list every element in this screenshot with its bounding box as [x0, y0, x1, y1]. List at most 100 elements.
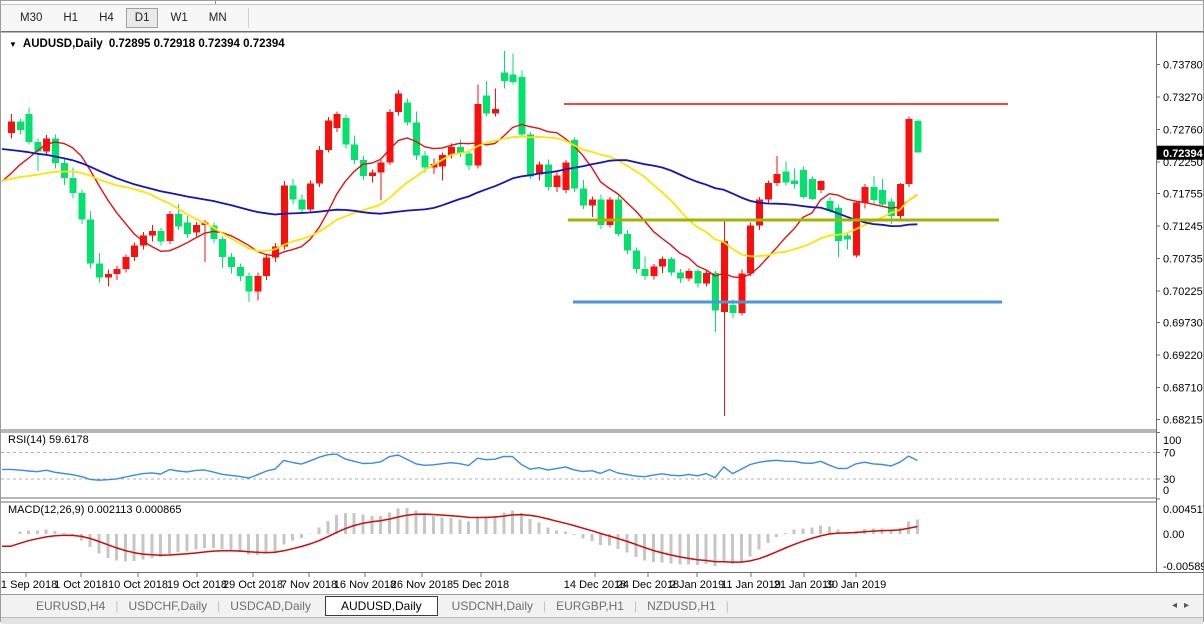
candle-up	[685, 270, 693, 279]
tab-scroll-left-icon[interactable]: ◂	[1171, 600, 1184, 611]
candle-up	[307, 183, 315, 210]
tab-eurgbp-h1[interactable]: EURGBP,H1	[556, 599, 624, 613]
rsi-level-label: 30	[1163, 474, 1175, 486]
tab-separator: |	[543, 599, 547, 613]
candle-down	[791, 180, 799, 185]
ma-line-10	[1, 123, 918, 279]
candle-up	[474, 103, 482, 166]
macd-axis-label: 0.00	[1163, 529, 1184, 541]
price-tick-label: 0.71245	[1163, 221, 1203, 233]
candle-down	[219, 239, 227, 257]
candle-down	[544, 164, 552, 187]
candle-down	[412, 122, 420, 156]
candle-up	[166, 214, 174, 242]
candle-up	[861, 186, 869, 203]
chart-title-symbol: AUDUSD,Daily	[22, 38, 103, 50]
price-tick-label: 0.72250	[1163, 157, 1203, 169]
candle-up	[720, 241, 728, 312]
candle-down	[597, 199, 605, 226]
tab-eurusd-h4[interactable]: EURUSD,H4	[36, 599, 106, 613]
price-axis[interactable]	[1157, 32, 1204, 573]
date-tick-label: 16 Nov 2018	[334, 579, 396, 591]
candle-down	[800, 170, 807, 197]
symbol-dropdown-icon[interactable]: ▼	[9, 39, 17, 49]
candle-down	[465, 153, 473, 166]
price-tick-label: 0.71755	[1163, 188, 1203, 200]
rsi-level-label: 70	[1163, 448, 1175, 460]
timeframe-button-h4[interactable]: H4	[99, 12, 114, 24]
chart-title[interactable]: ▼ AUDUSD,Daily 0.72895 0.72918 0.72394 0…	[9, 38, 285, 50]
timeframe-button-m30[interactable]: M30	[20, 12, 43, 24]
timeframe-button-d1[interactable]: D1	[125, 8, 159, 28]
chart-tab-bar: EURUSD,H4 | USDCHF,Daily | USDCAD,Daily …	[1, 594, 1203, 617]
date-tick-label: 21 Jan 2019	[774, 579, 835, 591]
tab-audusd-daily[interactable]: AUDUSD,Daily	[324, 596, 438, 616]
toolbar-separator	[247, 8, 249, 28]
chart-title-ohlc: 0.72895 0.72918 0.72394 0.72394	[108, 38, 285, 50]
candle-down	[641, 269, 649, 277]
price-tick-label: 0.70735	[1163, 254, 1203, 266]
candle-up	[650, 266, 658, 277]
candle-down	[879, 189, 887, 205]
candle-down	[298, 199, 306, 210]
candle-down	[421, 155, 429, 168]
candle-up	[333, 114, 341, 129]
candle-up	[377, 162, 385, 173]
candle-up	[738, 273, 746, 314]
candle-down	[342, 117, 350, 145]
candle-up	[316, 149, 323, 184]
timeframe-button-mn[interactable]: MN	[208, 12, 227, 24]
current-price-badge	[1157, 145, 1204, 160]
candle-down	[632, 250, 640, 270]
tab-scroll-arrows[interactable]: ◂▸	[1172, 600, 1196, 611]
price-tick-label: 0.69730	[1163, 318, 1203, 330]
date-tick-label: 11 Jan 2019	[721, 579, 781, 591]
rsi-level-label: 0	[1163, 485, 1169, 497]
candle-down	[360, 159, 367, 176]
rsi-line	[2, 453, 918, 481]
date-tick-label: 2 Jan 2019	[670, 579, 724, 591]
candle-down	[694, 270, 702, 284]
candlesticks	[8, 50, 922, 416]
timeframe-button-w1[interactable]: W1	[170, 12, 188, 24]
tab-separator: |	[217, 599, 221, 613]
candle-up	[8, 121, 15, 134]
candle-down	[210, 225, 218, 240]
candle-down	[289, 185, 297, 200]
tab-usdchf-daily[interactable]: USDCHF,Daily	[128, 599, 208, 613]
candle-up	[43, 138, 51, 152]
macd-axis-label: 0.004517	[1163, 504, 1204, 516]
price-tick-label: 0.69220	[1163, 350, 1203, 362]
candle-down	[404, 102, 411, 123]
timeframe-toolbar: M30 H1 H4 D1 W1 MN	[1, 5, 1203, 32]
price-tick-label: 0.68215	[1163, 414, 1203, 426]
candle-down	[184, 222, 191, 234]
candle-down	[34, 142, 42, 152]
candle-up	[192, 225, 200, 233]
candle-down	[25, 114, 33, 143]
candle-down	[236, 267, 244, 277]
time-axis[interactable]	[1, 573, 1156, 593]
candle-up	[764, 182, 772, 200]
bottom-status-strip	[1, 617, 1203, 624]
ma-line-40	[1, 148, 918, 228]
candle-down	[826, 200, 834, 212]
timeframe-button-h1[interactable]: H1	[63, 12, 79, 24]
tab-usdcnh-daily[interactable]: USDCNH,Daily	[451, 599, 534, 613]
tab-scroll-right-icon[interactable]: ▸	[1183, 600, 1196, 611]
tab-nzdusd-h1[interactable]: NZDUSD,H1	[647, 599, 716, 613]
date-tick-label: 30 Jan 2019	[826, 579, 887, 591]
candle-down	[914, 120, 922, 153]
candle-down	[351, 144, 359, 160]
candle-down	[16, 121, 24, 131]
ma-line-20	[1, 135, 918, 258]
toolbar-divider	[215, 1, 216, 4]
macd-panel	[2, 508, 919, 567]
candle-up	[131, 245, 139, 257]
tab-usdcad-daily[interactable]: USDCAD,Daily	[230, 599, 311, 613]
date-tick-label: 29 Oct 2018	[223, 579, 283, 591]
candle-up	[588, 199, 596, 206]
